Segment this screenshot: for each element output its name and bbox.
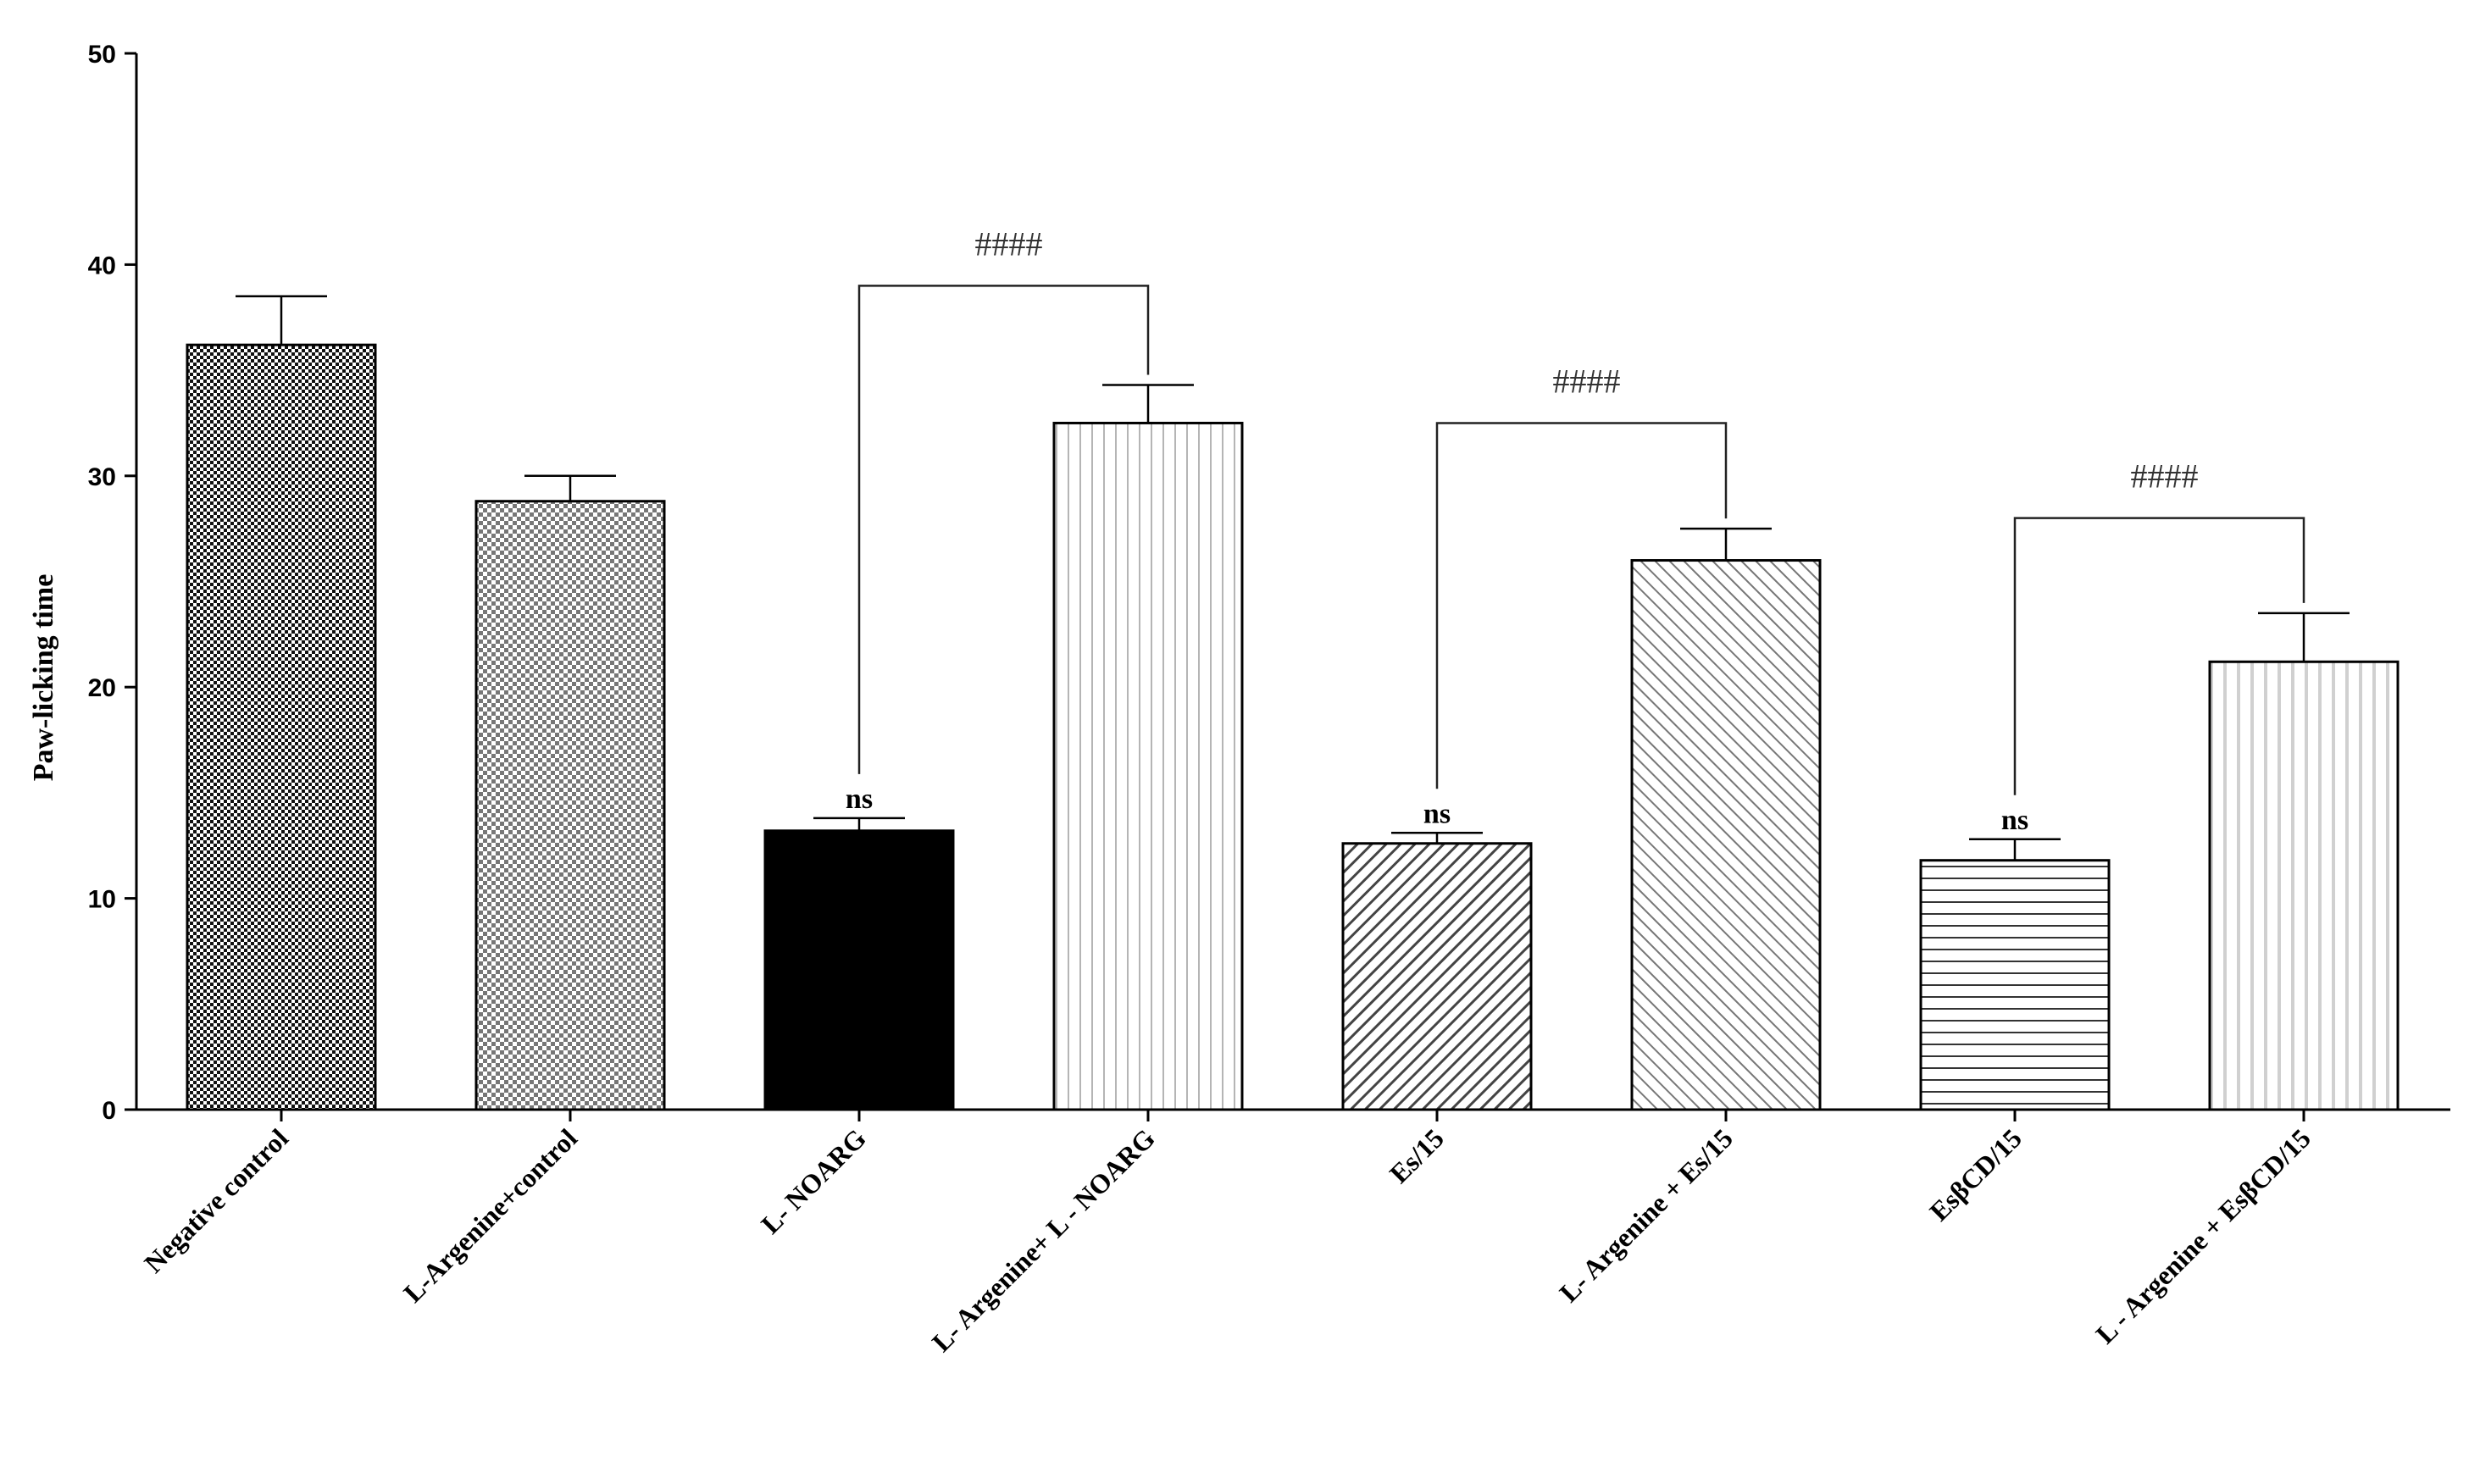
significance-label: #### xyxy=(1553,362,1621,400)
y-tick-label: 0 xyxy=(102,1097,116,1125)
ns-annotation: ns xyxy=(1423,798,1451,829)
significance-bracket xyxy=(1435,422,1728,789)
bar xyxy=(1341,842,1533,1111)
x-tick-label: L- Argenine+ L - NOARG xyxy=(926,1122,1161,1357)
ns-annotation: ns xyxy=(2001,805,2028,836)
x-tick-label: L- Argenine + Es/15 xyxy=(1553,1122,1739,1308)
bar xyxy=(2208,660,2400,1111)
x-tick-label: EsβCD/15 xyxy=(1923,1122,2028,1227)
x-tick-label: Es/15 xyxy=(1384,1122,1450,1188)
y-tick-label: 40 xyxy=(88,252,116,280)
bars xyxy=(186,295,2400,1111)
x-tick-label: Negative control xyxy=(138,1122,294,1278)
bar xyxy=(186,343,377,1111)
bar xyxy=(474,500,666,1111)
y-tick-label: 30 xyxy=(88,463,116,491)
bar xyxy=(1919,859,2111,1111)
significance-bracket xyxy=(2013,517,2305,795)
bar xyxy=(763,829,955,1111)
significance-label: #### xyxy=(2131,457,2199,496)
y-axis-label: Paw-licking time xyxy=(28,574,59,782)
bar xyxy=(1052,421,1244,1111)
y-tick-label: 10 xyxy=(88,886,116,914)
x-tick-label: L- NOARG xyxy=(755,1122,872,1239)
bar xyxy=(1630,559,1822,1111)
x-tick-label: L-Argenine+control xyxy=(397,1122,583,1308)
axes: 0 10 20 30 40 50 Negative control L-Argenine+co… xyxy=(88,41,2450,1358)
significance-bracket xyxy=(857,285,1150,774)
y-tick-label: 50 xyxy=(88,41,116,69)
ns-annotation: ns xyxy=(846,784,873,815)
significance-label: #### xyxy=(975,224,1043,263)
x-tick-label: L - Argenine + EsβCD/15 xyxy=(2089,1122,2316,1349)
y-tick-label: 20 xyxy=(88,674,116,702)
annotations: ns ns ns #### #### #### xyxy=(846,224,2305,836)
